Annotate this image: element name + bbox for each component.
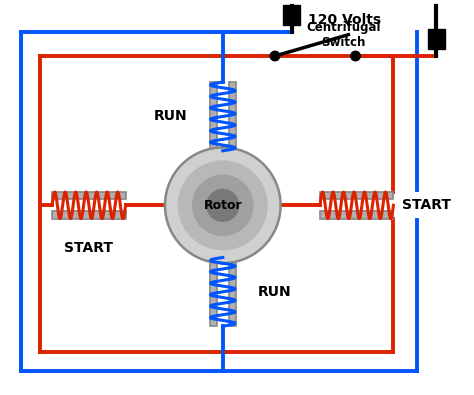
Bar bbox=[428, 29, 445, 49]
Circle shape bbox=[165, 147, 281, 263]
Text: START: START bbox=[402, 198, 451, 213]
Text: Centrifugal
Switch: Centrifugal Switch bbox=[306, 21, 381, 49]
Text: 120 Volts: 120 Volts bbox=[308, 13, 381, 28]
Circle shape bbox=[270, 51, 280, 61]
Bar bbox=[320, 211, 393, 218]
Circle shape bbox=[178, 160, 268, 250]
Bar bbox=[283, 5, 300, 25]
Bar bbox=[229, 82, 236, 151]
Text: START: START bbox=[64, 241, 113, 255]
Text: RUN: RUN bbox=[154, 109, 187, 124]
Circle shape bbox=[351, 51, 360, 61]
Bar bbox=[320, 192, 393, 199]
Text: Rotor: Rotor bbox=[203, 199, 242, 212]
Bar bbox=[52, 211, 126, 218]
Bar bbox=[210, 258, 217, 326]
Bar bbox=[52, 192, 126, 199]
Bar bbox=[210, 82, 217, 151]
Bar bbox=[161, 144, 284, 267]
Circle shape bbox=[192, 175, 254, 236]
Text: RUN: RUN bbox=[258, 285, 292, 299]
Circle shape bbox=[206, 189, 239, 222]
Bar bbox=[229, 258, 236, 326]
